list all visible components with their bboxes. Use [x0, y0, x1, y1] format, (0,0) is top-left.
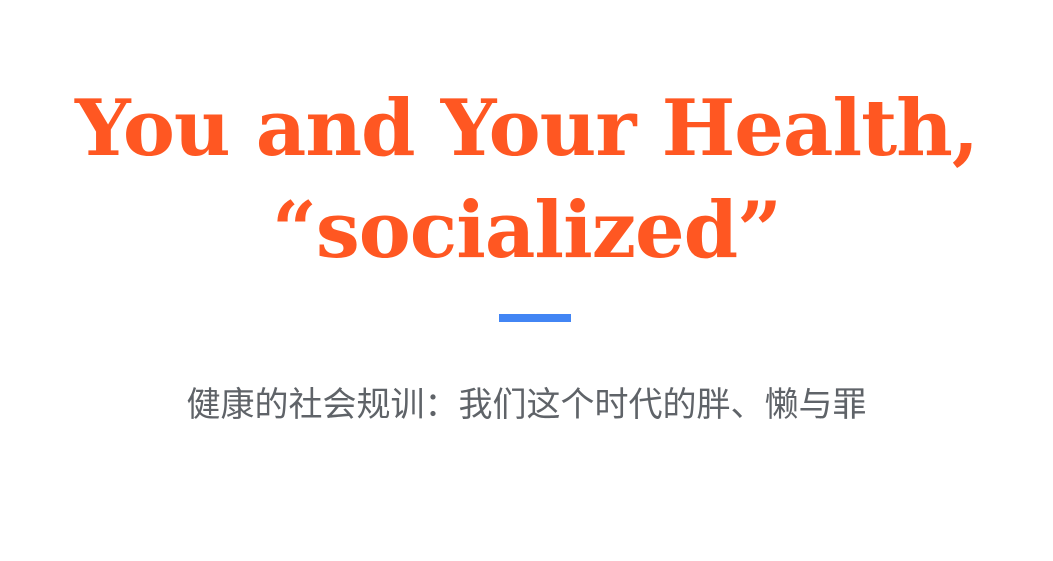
slide-title-line-2: “socialized” [271, 185, 782, 276]
slide-title: You and Your Health, “socialized” [0, 78, 1053, 282]
slide-title-line-1: You and Your Health, [74, 83, 979, 174]
title-divider [499, 314, 571, 322]
slide-subtitle: 健康的社会规训：我们这个时代的胖、懒与罪 [186, 385, 867, 425]
